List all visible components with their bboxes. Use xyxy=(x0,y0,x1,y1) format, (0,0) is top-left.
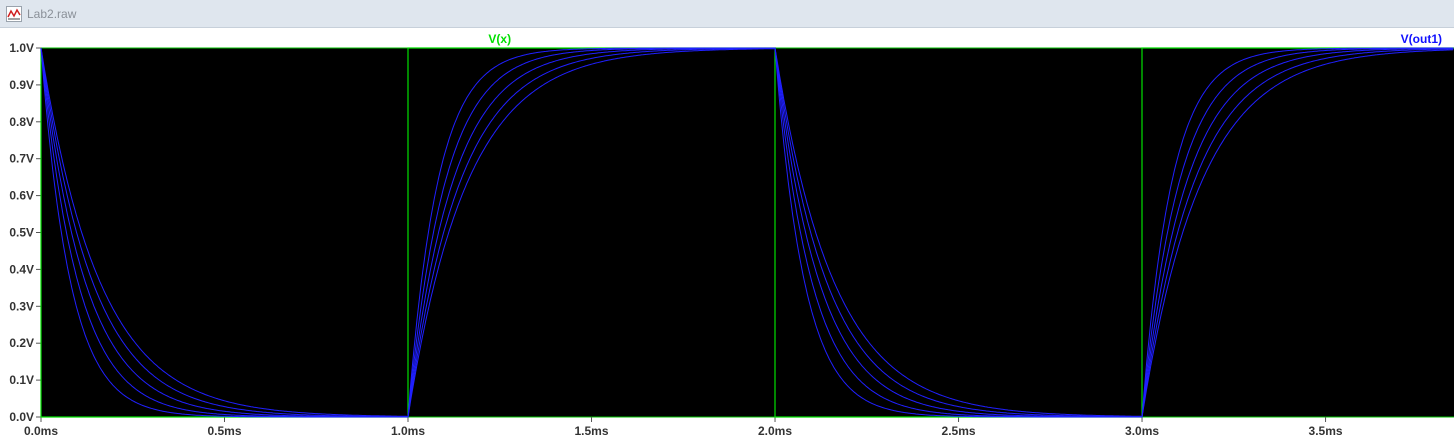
y-tick-label: 0.0V xyxy=(9,410,34,424)
x-tick-label: 2.0ms xyxy=(758,424,792,438)
x-tick-label: 1.5ms xyxy=(575,424,609,438)
y-tick-label: 0.1V xyxy=(9,373,34,387)
waveform-icon xyxy=(6,5,22,22)
plot-background xyxy=(41,48,1454,417)
y-tick-label: 0.7V xyxy=(9,152,34,166)
y-tick-label: 0.9V xyxy=(9,78,34,92)
y-tick-label: 0.4V xyxy=(9,262,34,276)
y-tick-label: 1.0V xyxy=(9,41,34,55)
x-tick-label: 2.5ms xyxy=(942,424,976,438)
window-title: Lab2.raw xyxy=(27,6,77,21)
y-tick-label: 0.2V xyxy=(9,336,34,350)
legend-vout1[interactable]: V(out1) xyxy=(1401,32,1442,46)
window-titlebar: Lab2.raw xyxy=(0,0,1454,28)
y-tick-label: 0.6V xyxy=(9,189,34,203)
x-tick-label: 0.0ms xyxy=(24,424,58,438)
trace-vout1-curve[interactable] xyxy=(40,47,1454,418)
legend-vx[interactable]: V(x) xyxy=(488,32,511,46)
y-tick-label: 0.8V xyxy=(9,115,34,129)
x-tick-label: 3.0ms xyxy=(1125,424,1159,438)
y-tick-label: 0.5V xyxy=(9,226,34,240)
y-tick-label: 0.3V xyxy=(9,299,34,313)
x-tick-label: 3.5ms xyxy=(1309,424,1343,438)
trace-vout1-curve[interactable] xyxy=(40,47,1454,418)
waveform-chart[interactable]: 0.0V 0.1V 0.2V 0.3V 0.4V 0.5V 0.6V 0.7V 0.8V 0.9V… xyxy=(0,28,1454,443)
x-tick-label: 0.5ms xyxy=(207,424,241,438)
waveform-plot[interactable]: 0.0V 0.1V 0.2V 0.3V 0.4V 0.5V 0.6V 0.7V 0.8V 0.9V… xyxy=(0,28,1454,443)
x-tick-label: 1.0ms xyxy=(391,424,425,438)
